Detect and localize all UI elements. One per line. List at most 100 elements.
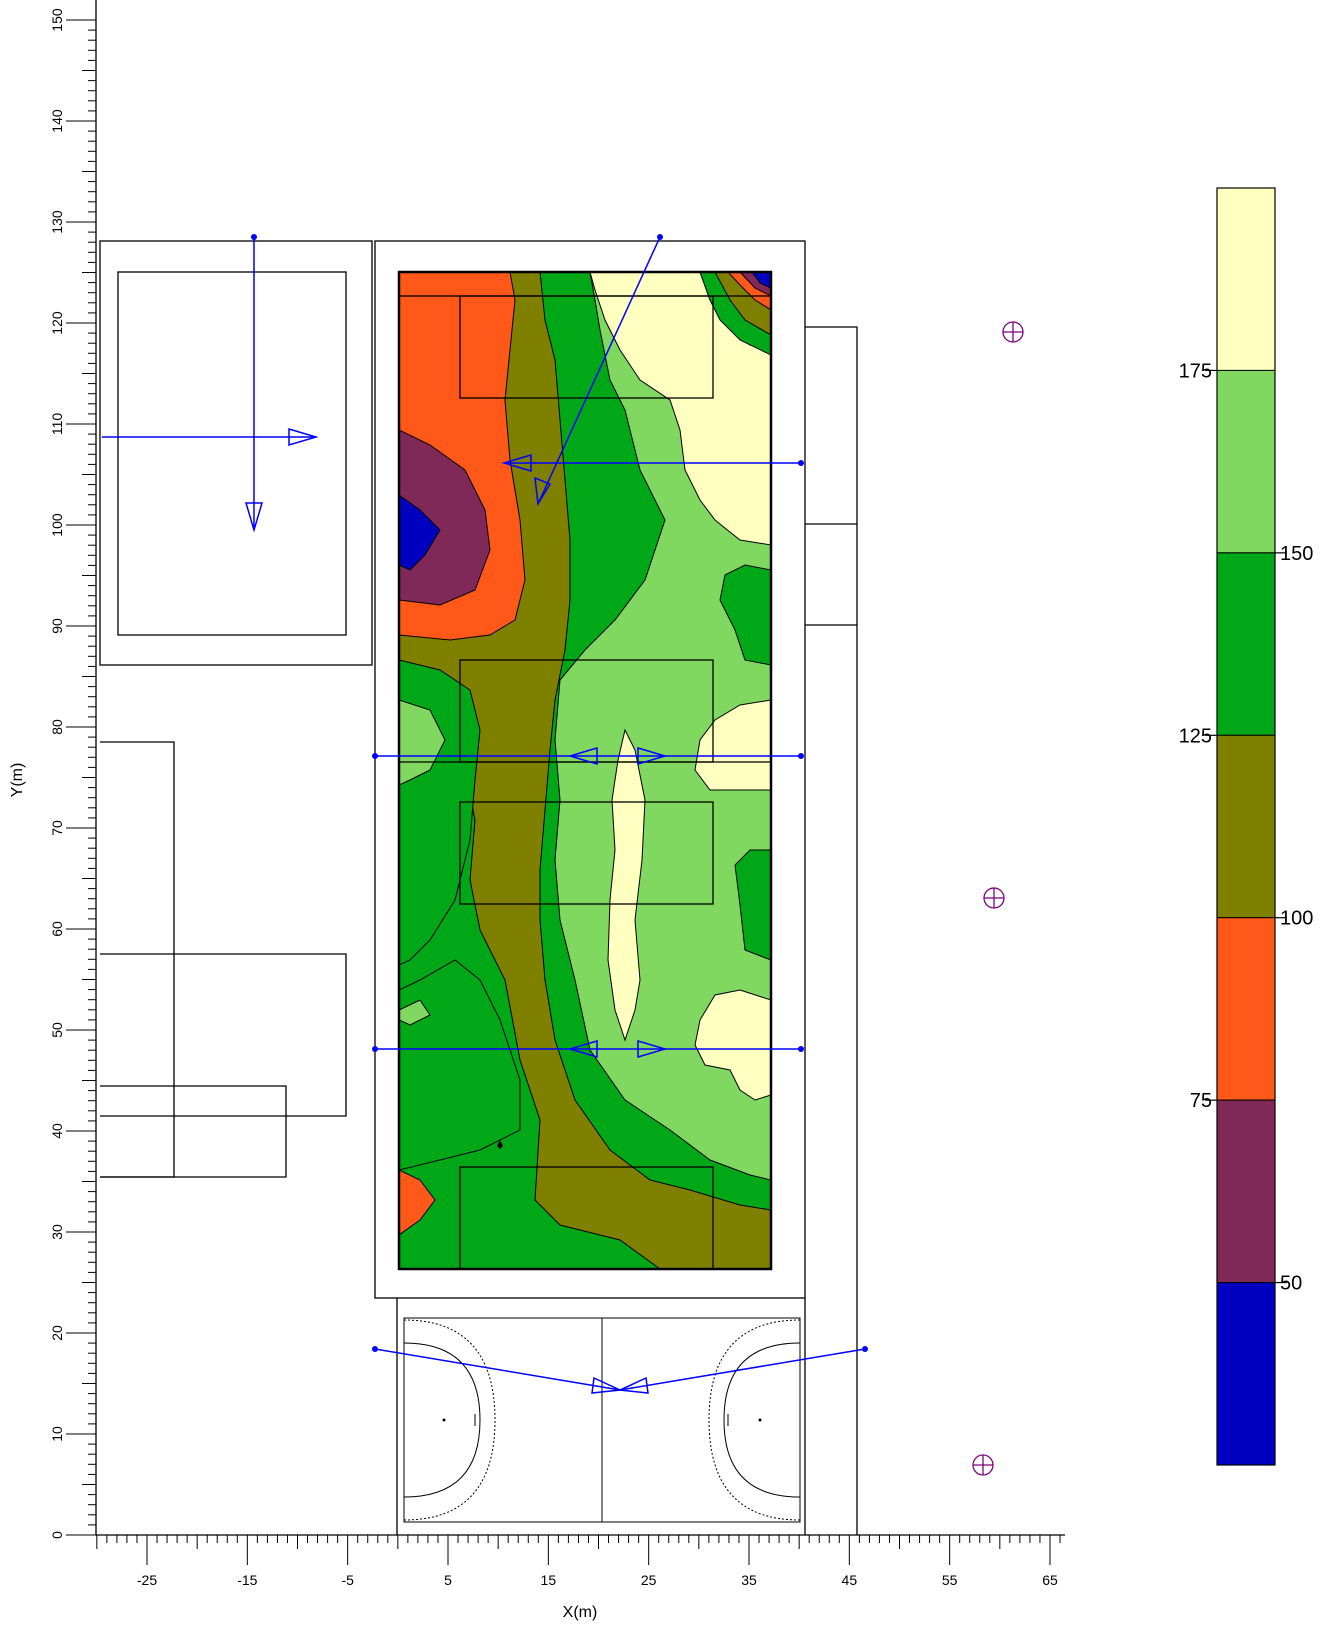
illuminance-contour-field [399,272,771,1269]
handball-free-throw-line-right [708,1319,801,1521]
colorbar-label: 75 [1190,1090,1212,1112]
contour-band-above-175 [694,699,771,791]
x-tick-label: -15 [237,1572,257,1588]
contour-band-125-150 [734,849,771,961]
x-tick-label: 25 [641,1572,657,1588]
arrowhead [591,1376,623,1394]
x-axis-label: X(m) [563,1604,598,1621]
target-marker-icon [1002,321,1024,343]
handball-goal-area-left [403,1342,481,1498]
x-tick-label: 15 [541,1572,557,1588]
arrowhead [637,746,668,766]
colorbar-band [1216,1282,1276,1466]
x-tick-label: 65 [1042,1572,1058,1588]
y-tick-label: 50 [49,1022,65,1038]
y-tick-label: 150 [49,8,65,32]
aiming-line [537,236,661,505]
target-marker-icon [972,1454,994,1476]
luminaire-dot [862,1346,868,1352]
y-axis: 0 10 20 30 40 50 60 70 80 90 100 110 120 130 140 150 Y(… [9,0,97,1539]
colorbar-band [1216,552,1276,736]
contour-band-150-175 [399,999,431,1026]
x-tick-label: 45 [842,1572,858,1588]
colorbar-band [1216,187,1276,371]
luminaire-dot [251,234,257,240]
x-tick-label: -5 [341,1572,354,1588]
y-tick-label: 120 [49,311,65,335]
contour-band-above-175 [607,728,646,1042]
y-tick-label: 140 [49,109,65,133]
contour-band-50-75 [399,429,491,606]
colorbar-label: 50 [1280,1273,1302,1295]
y-tick-label: 40 [49,1123,65,1139]
building-outline [100,953,347,1117]
luminaire-aiming-arrows [102,234,868,1394]
y-tick-label: 110 [49,413,65,436]
arrowhead [288,427,319,447]
contour-band-150-175 [399,699,446,786]
luminaire-dot [798,460,804,466]
arrowhead [501,453,532,473]
colorbar-band [1216,369,1276,554]
arrowhead [244,502,264,533]
x-tick-label: 5 [444,1572,452,1588]
building-inner [117,271,347,636]
y-tick-label: 60 [49,921,65,937]
handball-free-throw-line-left [403,1319,496,1521]
colorbar-band [1216,917,1276,1101]
y-tick-label: 10 [49,1426,65,1442]
colorbar-label: 100 [1280,908,1313,930]
aiming-line [619,1348,866,1391]
arrowhead [617,1376,649,1394]
contour-band-125-150 [719,564,771,666]
y-tick-label: 20 [49,1325,65,1341]
contour-band-above-175 [694,989,771,1101]
colorbar-band [1216,1099,1276,1284]
y-tick-label: 80 [49,719,65,735]
contour-band-125-150 [399,959,521,1171]
x-tick-label: 55 [942,1572,958,1588]
y-axis-label: Y(m) [9,763,26,798]
x-axis: -25 -15 -5 5 15 25 35 45 55 65 X(m) [96,1534,1065,1621]
contour-band-75-100 [399,1169,436,1236]
contour-band-below-50 [751,272,771,289]
y-tick-label: 90 [49,618,65,634]
y-tick-label: 100 [49,513,65,537]
contour-band-below-50 [399,494,441,571]
goal-area-bottom [459,1166,714,1270]
annex-outline [805,326,858,1535]
y-tick-label: 0 [49,1531,65,1539]
y-tick-label: 70 [49,820,65,836]
x-tick-label: -25 [137,1572,157,1588]
aiming-line [374,1348,621,1391]
target-marker-icon [983,887,1005,909]
handball-court [403,1317,801,1523]
target-markers [972,321,1024,1476]
luminaire-dot [798,1046,804,1052]
luminaire-dot [657,234,663,240]
handball-goal-area-right [723,1342,801,1498]
building-outline [100,741,175,1178]
luminaire-dot [372,1346,378,1352]
colorbar-frame [1216,187,1276,1466]
colorbar-band [1216,734,1276,919]
y-tick-label: 30 [49,1224,65,1240]
colorbar-label: 175 [1179,360,1212,382]
building-outline [99,240,373,666]
contour-marker [497,1140,503,1149]
luminaire-dot [372,753,378,759]
building-outline [100,1085,287,1178]
arrowhead [567,1039,598,1059]
arrowhead [567,746,598,766]
arrowhead [637,1039,668,1059]
arrowhead [534,476,552,507]
colorbar-label: 150 [1280,543,1313,565]
outer-field-boundary [374,240,806,1299]
luminaire-dot [372,1046,378,1052]
handball-goalkeeper-mark-right [758,1418,762,1422]
luminaire-dot [798,753,804,759]
handball-goalkeeper-mark-left [442,1418,446,1422]
court-box [459,801,714,905]
colorbar: 175 150 125 100 75 50 [1179,187,1313,1466]
